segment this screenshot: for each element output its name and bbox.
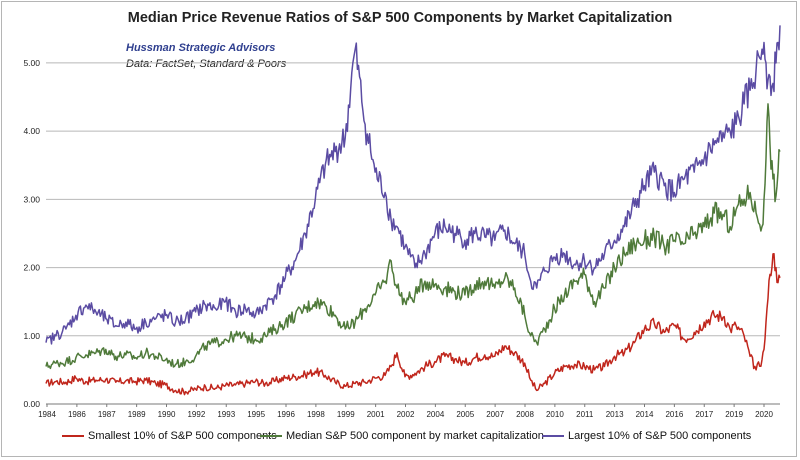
legend-item-largest: Largest 10% of S&P 500 components [542, 430, 751, 442]
legend-swatch-median [260, 435, 282, 438]
series-layer [45, 25, 781, 396]
y-tick-label: 2.00 [23, 263, 40, 273]
x-tick-label: 1993 [217, 410, 235, 419]
series-line-smallest [45, 253, 781, 396]
x-tick-label: 2001 [367, 410, 385, 419]
x-tick-label: 1984 [38, 410, 56, 419]
credit-source: Data: FactSet, Standard & Poors [126, 58, 287, 70]
legend-label-largest: Largest 10% of S&P 500 components [568, 430, 752, 442]
x-tick-label: 2005 [456, 410, 474, 419]
x-tick-label: 1990 [158, 410, 176, 419]
x-tick-label: 1995 [247, 410, 265, 419]
axis-layer: 0.00 1.00 2.00 3.00 4.00 5.00 1984 1986 1987 1989… [23, 58, 773, 419]
x-tick-label: 1989 [128, 410, 146, 419]
x-tick-label: 2014 [636, 410, 654, 419]
y-tick-label: 5.00 [23, 58, 40, 68]
x-tick-label: 1986 [68, 410, 86, 419]
legend-label-smallest: Smallest 10% of S&P 500 components [88, 430, 277, 442]
x-tick-label: 2004 [426, 410, 444, 419]
credit-organization: Hussman Strategic Advisors [126, 42, 276, 54]
x-tick-label: 2002 [397, 410, 415, 419]
x-tick-label: 2020 [755, 410, 773, 419]
y-tick-label: 0.00 [23, 399, 40, 409]
x-tick-label: 2010 [546, 410, 564, 419]
series-line-median [45, 103, 781, 370]
x-tick-label: 1998 [307, 410, 325, 419]
x-tick-label: 2019 [725, 410, 743, 419]
legend-item-median: Median S&P 500 component by market capit… [260, 430, 544, 442]
x-tick-label: 2013 [606, 410, 624, 419]
x-tick-label: 2008 [516, 410, 534, 419]
chart-title: Median Price Revenue Ratios of S&P 500 C… [127, 10, 673, 26]
x-tick-label: 2016 [665, 410, 683, 419]
chart-plot: 0.00 1.00 2.00 3.00 4.00 5.00 1984 1986 1987 1989… [23, 25, 781, 419]
legend-label-median: Median S&P 500 component by market capit… [286, 430, 544, 442]
legend-swatch-largest [542, 435, 564, 438]
series-line-largest [45, 25, 781, 345]
x-tick-label: 1992 [187, 410, 205, 419]
x-tick-label: 2017 [695, 410, 713, 419]
legend-swatch-smallest [62, 435, 84, 438]
x-tick-label: 2007 [486, 410, 504, 419]
grid-layer [46, 62, 780, 405]
x-tick-label: 1999 [337, 410, 355, 419]
chart-legend: Smallest 10% of S&P 500 components Media… [0, 430, 800, 446]
y-tick-label: 4.00 [23, 126, 40, 136]
y-tick-label: 3.00 [23, 194, 40, 204]
x-tick-label: 2011 [576, 410, 594, 419]
x-tick-label: 1987 [98, 410, 116, 419]
legend-item-smallest: Smallest 10% of S&P 500 components [62, 430, 277, 442]
x-tick-label: 1996 [277, 410, 295, 419]
y-tick-label: 1.00 [23, 331, 40, 341]
chart-credit: Hussman Strategic Advisors Data: FactSet… [126, 40, 286, 72]
